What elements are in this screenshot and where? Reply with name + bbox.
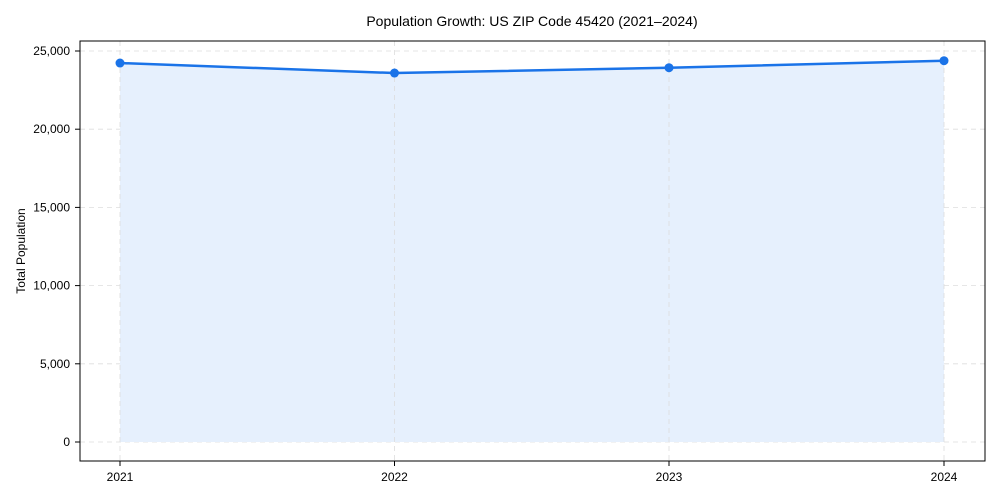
plot-frame [79,40,986,462]
data-point [390,68,399,78]
data-points [115,56,949,78]
x-grid-lines [119,41,945,461]
y-tick-label: 0 [63,435,70,449]
x-tick-label: 2023 [656,470,683,484]
data-line [119,59,945,75]
y-tick-label: 20,000 [33,122,70,136]
y-axis-label: Total Population [14,208,28,293]
x-tick-label: 2024 [931,470,958,484]
x-tick-label: 2022 [381,470,408,484]
chart-title: Population Growth: US ZIP Code 45420 (20… [366,13,697,29]
y-tick-label: 25,000 [33,44,70,58]
y-tick-label: 15,000 [33,200,70,214]
area-fill [120,60,944,442]
y-axis: 0 5,000 10,000 15,000 20,000 25,000 [33,44,80,449]
x-axis: 2021 2022 2023 2024 [107,461,958,484]
data-point [115,58,125,68]
data-point [939,56,949,66]
y-tick-label: 10,000 [33,279,70,293]
x-tick-label: 2021 [107,470,134,484]
data-point [664,63,674,73]
y-tick-label: 5,000 [40,357,70,371]
